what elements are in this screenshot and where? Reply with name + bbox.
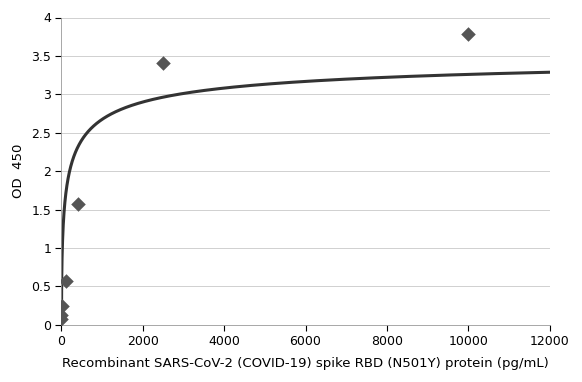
Point bbox=[57, 312, 66, 318]
X-axis label: Recombinant SARS-CoV-2 (COVID-19) spike RBD (N501Y) protein (pg/mL): Recombinant SARS-CoV-2 (COVID-19) spike … bbox=[62, 356, 549, 369]
Point bbox=[57, 303, 66, 309]
Point bbox=[73, 201, 83, 207]
Point bbox=[61, 278, 70, 284]
Point bbox=[57, 316, 66, 322]
Y-axis label: OD  450: OD 450 bbox=[12, 144, 26, 198]
Point bbox=[158, 60, 168, 66]
Point bbox=[464, 31, 473, 37]
